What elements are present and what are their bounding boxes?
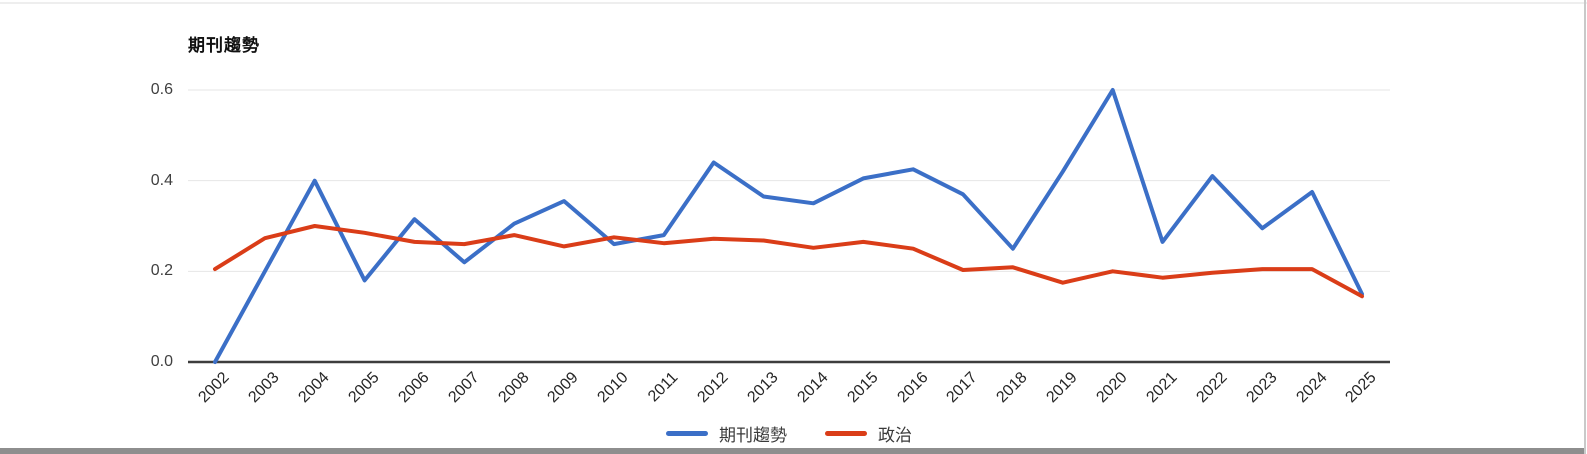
legend-item-politics: 政治 [825,421,912,446]
politics-legend-label: 政治 [878,426,912,445]
journal-trend-series-line [213,88,1364,364]
journal-trend-legend-swatch [666,431,708,436]
legend: 期刊趨勢 政治 [188,421,1390,446]
politics-legend-swatch [825,431,867,436]
top-border-line [0,2,1587,4]
journal-trend-legend-label: 期刊趨勢 [719,426,787,445]
bottom-scrollbar[interactable] [0,448,1584,454]
y-tick-label: 0.2 [150,262,173,280]
chart-title: 期刊趨勢 [188,36,260,55]
legend-item-journal-trend: 期刊趨勢 [666,421,787,446]
y-tick-label: 0.6 [150,81,173,98]
gridlines [188,89,1390,364]
y-tick-label: 0.0 [150,353,173,370]
politics-series-line [213,224,1364,299]
y-tick-label: 0.4 [150,171,173,189]
right-border-line [1584,0,1586,454]
